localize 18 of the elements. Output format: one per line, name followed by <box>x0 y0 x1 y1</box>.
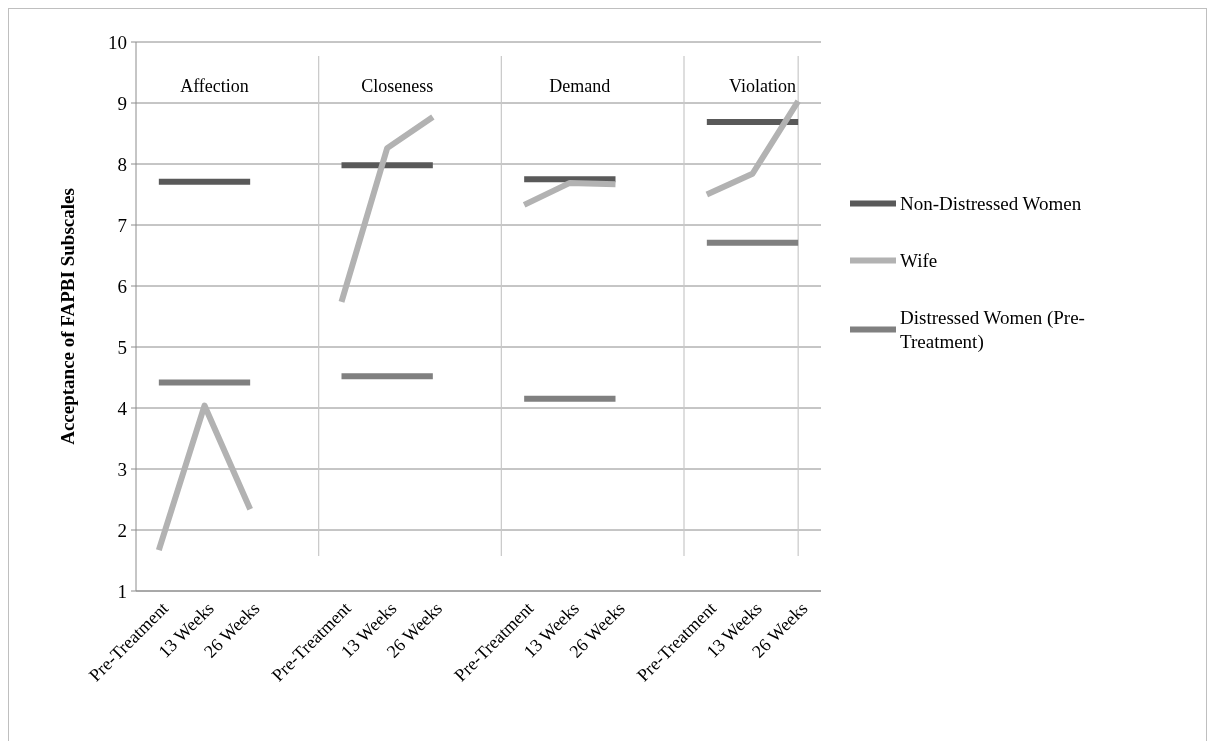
y-tick-label: 2 <box>117 519 127 541</box>
annotation: Violation <box>729 76 796 96</box>
annotation: Demand <box>549 76 611 96</box>
annotation: Affection <box>180 76 249 96</box>
legend-label: Wife <box>900 250 938 272</box>
y-tick-label: 7 <box>117 214 127 236</box>
y-tick-label: 4 <box>117 397 128 419</box>
y-axis-title: Acceptance of FAPBI Subscales <box>57 188 78 445</box>
annotation: Closeness <box>361 76 434 96</box>
y-tick-label: 3 <box>117 458 127 480</box>
y-tick-label: 1 <box>117 580 127 602</box>
legend-label: Non-Distressed Women <box>900 193 1082 215</box>
y-tick-label: 5 <box>117 336 127 358</box>
legend-label: Distressed Women (Pre-Treatment) <box>900 307 1085 354</box>
y-tick-label: 6 <box>117 275 127 297</box>
y-tick-label: 9 <box>117 92 127 114</box>
y-tick-label: 10 <box>108 31 127 53</box>
y-tick-label: 8 <box>117 153 127 175</box>
